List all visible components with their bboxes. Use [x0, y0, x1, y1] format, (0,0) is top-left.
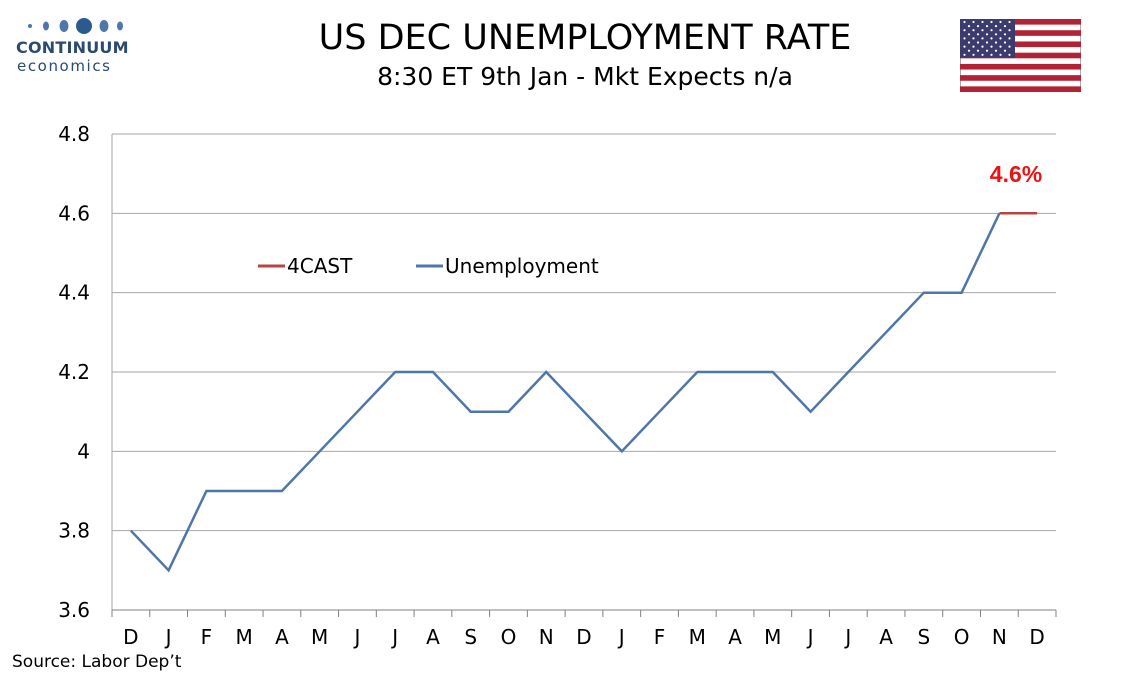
chart-legend: 4CAST Unemployment — [258, 254, 599, 278]
x-tick-label: D — [1029, 625, 1044, 649]
chart-gridlines — [112, 133, 1056, 611]
brand-name: CONTINUUM — [16, 38, 129, 57]
x-tick-label: D — [123, 625, 138, 649]
x-tick-label: J — [390, 625, 398, 649]
x-tick-label: O — [501, 625, 517, 649]
y-tick-label: 4.6 — [58, 201, 90, 225]
brand-logo: CONTINUUM economics — [12, 14, 142, 76]
us-flag-icon — [960, 19, 1081, 92]
x-tick-label: A — [426, 625, 440, 649]
y-tick-label: 4.4 — [58, 281, 90, 305]
x-tick-label: A — [728, 625, 742, 649]
y-axis-tick-labels: 3.6 3.8 4 4.2 4.4 4.6 4.8 — [58, 122, 90, 622]
forecast-value-label: 4.6% — [990, 161, 1042, 187]
logo-dots-icon — [28, 18, 123, 34]
page-subtitle: 8:30 ET 9th Jan - Mkt Expects n/a — [377, 62, 793, 91]
x-tick-label: M — [311, 625, 328, 649]
x-tick-label: J — [164, 625, 172, 649]
x-tick-label: J — [806, 625, 814, 649]
x-tick-label: M — [689, 625, 706, 649]
x-tick-label: J — [352, 625, 360, 649]
x-tick-label: N — [539, 625, 554, 649]
page-title: US DEC UNEMPLOYMENT RATE — [318, 18, 852, 58]
chart-series — [129, 212, 1038, 573]
source-note: Source: Labor Dep’t — [12, 652, 182, 672]
x-tick-label: M — [236, 625, 253, 649]
y-tick-label: 4 — [77, 439, 90, 463]
x-tick-label: S — [917, 625, 930, 649]
x-tick-label: D — [576, 625, 591, 649]
x-tick-label: J — [617, 625, 625, 649]
y-tick-label: 4.2 — [58, 360, 90, 384]
x-tick-label: J — [843, 625, 851, 649]
x-tick-label: F — [654, 625, 666, 649]
chart-annotations: 4.6% — [990, 161, 1042, 187]
legend-label: Unemployment — [445, 254, 599, 278]
brand-tagline: economics — [17, 57, 112, 75]
x-tick-label: A — [275, 625, 289, 649]
series-line-unemployment — [129, 212, 1001, 573]
x-tick-label: A — [879, 625, 893, 649]
y-tick-label: 3.6 — [58, 598, 90, 622]
x-tick-label: N — [992, 625, 1007, 649]
x-tick-label: O — [954, 625, 970, 649]
legend-label: 4CAST — [287, 254, 353, 278]
y-tick-label: 4.8 — [58, 122, 90, 146]
chart-axes — [111, 134, 1057, 617]
x-tick-label: F — [201, 625, 213, 649]
x-tick-label: S — [464, 625, 477, 649]
y-tick-label: 3.8 — [58, 519, 90, 543]
x-tick-label: M — [764, 625, 781, 649]
